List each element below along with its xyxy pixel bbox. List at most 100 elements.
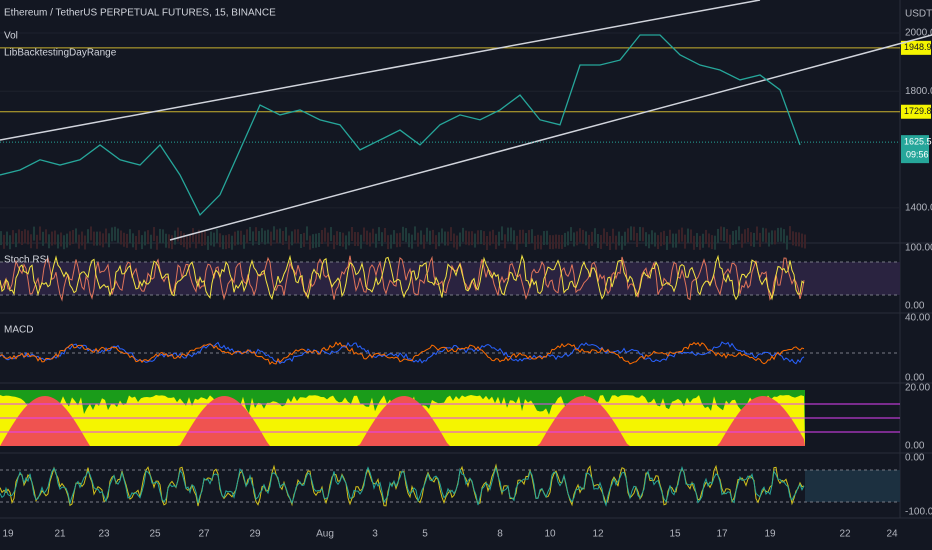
x-tick-label: 19 xyxy=(2,529,14,540)
volume-bar xyxy=(588,234,590,249)
volume-bar xyxy=(51,231,53,246)
volume-bar xyxy=(705,229,707,244)
volume-bar xyxy=(579,228,581,243)
volume-bar xyxy=(657,235,659,250)
volume-bar xyxy=(786,235,788,250)
volume-bar xyxy=(285,227,287,242)
volume-bar xyxy=(237,230,239,245)
volume-bar xyxy=(729,234,731,249)
volume-bar xyxy=(246,229,248,244)
currency: USDT xyxy=(905,9,932,20)
volume-bar xyxy=(291,231,293,246)
volume-bar xyxy=(6,231,8,246)
volume-bar xyxy=(735,230,737,245)
volume-bar xyxy=(585,231,587,246)
volume-bar xyxy=(594,228,596,243)
x-tick-label: Aug xyxy=(316,529,334,540)
volume-bar xyxy=(636,232,638,247)
volume-bar xyxy=(774,230,776,245)
level-tag xyxy=(901,40,931,55)
volume-bar xyxy=(21,231,23,246)
volume-bar xyxy=(150,234,152,249)
volume-bar xyxy=(255,227,257,242)
volume-bar xyxy=(660,232,662,247)
last-price-tag xyxy=(901,135,929,164)
level-tag xyxy=(901,104,931,119)
volume-bar xyxy=(282,230,284,245)
volume-bar xyxy=(744,229,746,244)
indicator-label: Vol xyxy=(4,31,18,42)
volume-bar xyxy=(201,231,203,246)
volume-bar xyxy=(354,231,356,246)
volume-bar xyxy=(498,231,500,246)
volume-bar xyxy=(576,231,578,246)
volume-bar xyxy=(90,226,92,241)
volume-bar xyxy=(537,234,539,249)
volume-bar xyxy=(186,235,188,250)
volume-bar xyxy=(678,229,680,244)
volume-bar xyxy=(189,233,191,248)
volume-bar xyxy=(633,226,635,241)
x-tick-label: 22 xyxy=(839,529,851,540)
volume-bar xyxy=(693,235,695,250)
volume-bar xyxy=(672,233,674,248)
volume-bar xyxy=(720,226,722,241)
volume-bar xyxy=(171,235,173,250)
x-tick-label: 29 xyxy=(249,529,261,540)
volume-bar xyxy=(765,228,767,243)
volume-bar xyxy=(57,234,59,249)
pane-label: Stoch RSI xyxy=(4,255,49,266)
volume-bar xyxy=(771,230,773,245)
volume-bar xyxy=(144,231,146,246)
pane-top: 0.00 xyxy=(905,453,925,464)
volume-bar xyxy=(801,233,803,248)
volume-bar xyxy=(372,228,374,243)
volume-bar xyxy=(447,231,449,246)
oscillator xyxy=(0,255,805,302)
volume-bar xyxy=(396,233,398,248)
volume-bar xyxy=(156,235,158,250)
volume-bar xyxy=(135,235,137,250)
volume-bar xyxy=(18,229,20,244)
volume-bar xyxy=(126,233,128,248)
volume-bar xyxy=(780,227,782,242)
oscillator xyxy=(0,341,805,365)
volume-bar xyxy=(102,233,104,248)
volume-bar xyxy=(759,232,761,247)
volume-bar xyxy=(261,228,263,243)
volume-bar xyxy=(105,228,107,243)
volume-bar xyxy=(276,229,278,244)
volume-bar xyxy=(726,228,728,243)
volume-bar xyxy=(702,233,704,248)
volume-bar xyxy=(522,229,524,244)
volume-bar xyxy=(708,233,710,248)
volume-bar xyxy=(510,227,512,242)
volume-bar xyxy=(453,233,455,248)
volume-bar xyxy=(738,226,740,241)
volume-bar xyxy=(348,231,350,246)
volume-bar xyxy=(699,235,701,250)
volume-bar xyxy=(747,228,749,243)
volume-bar xyxy=(357,232,359,247)
pane-top: 20.00 xyxy=(905,383,930,394)
volume-bar xyxy=(231,235,233,250)
volume-bar xyxy=(75,228,77,243)
volume-bar xyxy=(180,231,182,246)
volume-bar xyxy=(192,228,194,243)
volume-bar xyxy=(345,235,347,250)
volume-bar xyxy=(270,231,272,246)
volume-bar xyxy=(552,235,554,250)
volume-bar xyxy=(621,235,623,250)
volume-bar xyxy=(750,232,752,247)
volume-bar xyxy=(591,231,593,246)
volume-bar xyxy=(711,235,713,250)
countdown: 09:56 xyxy=(906,150,929,160)
volume-bar xyxy=(732,230,734,245)
volume-bar xyxy=(741,233,743,248)
volume-bar xyxy=(324,227,326,242)
volume-bar xyxy=(489,231,491,246)
volume-bar xyxy=(165,233,167,248)
volume-bar xyxy=(417,232,419,247)
volume-bar xyxy=(219,233,221,248)
